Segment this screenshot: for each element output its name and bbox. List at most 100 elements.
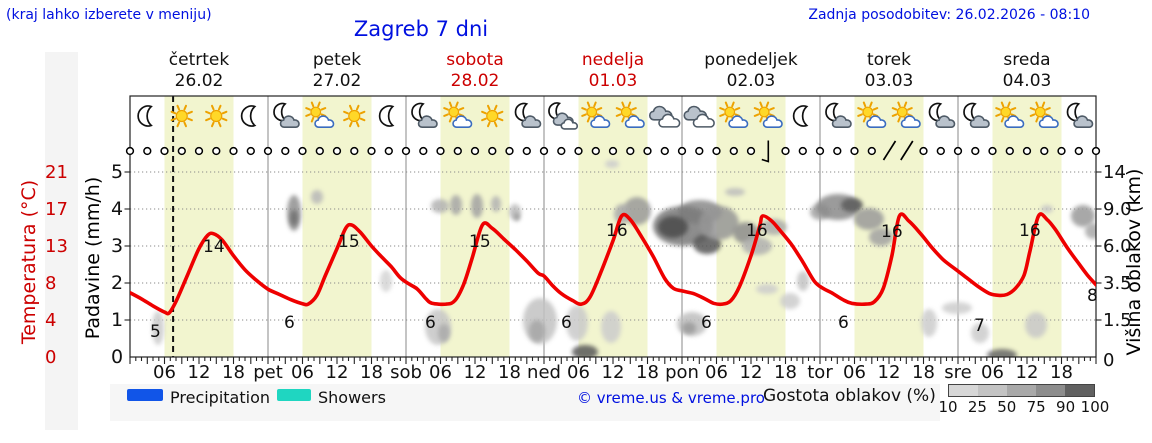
svg-text:6: 6 <box>561 313 572 333</box>
svg-text:12: 12 <box>1016 362 1039 383</box>
calm-wind-icon <box>160 146 169 156</box>
weather-icon-clouds <box>648 105 681 128</box>
calm-wind-icon <box>539 146 549 156</box>
svg-text:06: 06 <box>705 362 728 383</box>
calm-wind-icon <box>1040 146 1049 156</box>
svg-text:12: 12 <box>326 362 349 383</box>
svg-text:sob: sob <box>390 362 422 383</box>
weather-icon-moon <box>792 105 809 127</box>
svg-text:6: 6 <box>284 313 295 333</box>
svg-text:sre: sre <box>944 362 971 383</box>
weather-icon-moon-cloud <box>273 102 300 129</box>
day-header-nedelja: nedelja 01.03 <box>544 50 682 92</box>
calm-wind-icon <box>125 146 135 156</box>
weather-icon-sun <box>205 104 228 128</box>
svg-text:5: 5 <box>111 161 123 183</box>
svg-text:18: 18 <box>1050 362 1073 383</box>
svg-text:2: 2 <box>111 272 123 294</box>
weather-icon-clouds <box>683 105 715 128</box>
weather-icon-sun <box>343 104 366 128</box>
calm-wind-icon <box>850 146 859 156</box>
menu-hint: (kraj lahko izberete v meniju) <box>6 7 212 23</box>
weather-icon-moon-cloud <box>928 102 956 129</box>
svg-text:18: 18 <box>222 362 245 383</box>
weather-icon-sun-cloud <box>857 101 887 129</box>
svg-text:12: 12 <box>464 362 487 383</box>
calm-wind-icon <box>591 146 600 156</box>
calm-wind-icon <box>453 146 462 156</box>
calm-wind-icon <box>384 146 393 156</box>
day-name: nedelja <box>581 50 645 70</box>
calm-wind-icon <box>781 146 790 156</box>
axis-ticks <box>124 171 1102 364</box>
svg-text:15: 15 <box>469 232 491 252</box>
wind-barb-icon <box>900 140 914 161</box>
day-name: petek <box>312 50 362 70</box>
bottom-gutter-strip <box>110 384 940 421</box>
weather-icon-sun-cloud <box>615 101 645 129</box>
precipitation-swatch <box>127 389 163 401</box>
svg-text:18: 18 <box>774 362 797 383</box>
weather-icon-sun <box>170 104 193 128</box>
weather-icon-sun-cloud <box>995 101 1025 129</box>
svg-text:12: 12 <box>602 362 625 383</box>
calm-wind-icon <box>505 146 514 156</box>
calm-wind-icon <box>919 146 928 156</box>
day-date: 01.03 <box>588 71 638 91</box>
svg-text:18: 18 <box>912 362 935 383</box>
day-name: sreda <box>1003 50 1051 70</box>
weather-icon-moon-cloud <box>1066 102 1094 129</box>
calm-wind-icon <box>988 146 997 156</box>
weather-icon-sun-cloud <box>1029 101 1059 129</box>
calm-wind-icon <box>229 146 238 156</box>
day-date: 04.03 <box>1002 71 1052 91</box>
calm-wind-icon <box>350 146 359 156</box>
calm-wind-icon <box>281 146 290 156</box>
svg-text:6: 6 <box>701 313 712 333</box>
day-name: četrtek <box>168 50 230 70</box>
day-header-sobota: sobota 28.02 <box>406 50 544 92</box>
calm-wind-icon <box>660 146 669 156</box>
temperature-extreme-labels: 5 14 6 15 6 15 6 16 6 16 6 16 7 16 8 <box>150 221 1098 342</box>
svg-text:18: 18 <box>360 362 383 383</box>
calm-wind-icon <box>626 146 635 156</box>
calm-wind-icon <box>557 146 566 156</box>
day-date: 28.02 <box>450 71 500 91</box>
svg-text:5: 5 <box>150 322 161 342</box>
calm-wind-icon <box>574 146 583 156</box>
calm-wind-icon <box>436 146 445 156</box>
copyright-link[interactable]: © vreme.us & vreme.pro <box>577 389 765 407</box>
scale-label: 100 <box>1080 398 1110 416</box>
temperature-curve <box>130 212 1096 316</box>
last-updated: Zadnja posodobitev: 26.02.2026 - 08:10 <box>808 7 1090 23</box>
svg-text:pet: pet <box>253 362 283 383</box>
scale-label: 25 <box>967 398 987 416</box>
cloud-density-legend-label: Gostota oblakov (%) <box>763 386 936 406</box>
svg-text:16: 16 <box>881 222 903 242</box>
svg-text:06: 06 <box>429 362 452 383</box>
scale-label: 90 <box>1056 398 1076 416</box>
page-title: Zagreb 7 dni <box>353 17 489 41</box>
daylight-bands <box>164 96 1062 357</box>
day-date: 03.03 <box>864 71 914 91</box>
calm-wind-icon <box>695 146 704 156</box>
weather-icon-moon-cloud <box>963 102 990 129</box>
showers-legend-label: Showers <box>318 388 386 407</box>
svg-text:6: 6 <box>425 313 436 333</box>
svg-text:0: 0 <box>111 346 123 368</box>
cloud-density-scale <box>948 384 1095 397</box>
svg-text:tor: tor <box>807 362 833 383</box>
calm-wind-icon <box>953 146 963 156</box>
svg-text:06: 06 <box>843 362 866 383</box>
day-header-petek: petek 27.02 <box>268 50 406 92</box>
calm-wind-icon <box>867 146 876 156</box>
svg-text:0: 0 <box>1103 350 1114 371</box>
calm-wind-icon <box>712 146 721 156</box>
weather-icon-moon <box>137 105 153 127</box>
calm-wind-icon <box>419 146 428 156</box>
svg-text:4: 4 <box>111 198 123 220</box>
svg-text:14: 14 <box>203 237 225 257</box>
calm-wind-icon <box>298 146 307 156</box>
weather-icon-moon-cloud <box>411 102 438 129</box>
day-header-sreda: sreda 04.03 <box>958 50 1096 92</box>
